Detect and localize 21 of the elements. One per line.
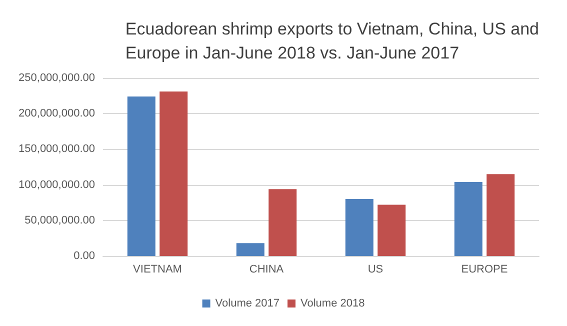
bar	[127, 96, 156, 256]
bar	[345, 199, 374, 256]
y-tick-label: 100,000,000.00	[18, 178, 95, 191]
x-tick-label: VIETNAM	[133, 264, 182, 276]
bar	[454, 182, 482, 256]
y-tick-label: 150,000,000.00	[18, 143, 95, 156]
bar	[378, 204, 406, 256]
x-tick-label: US	[368, 264, 384, 276]
y-tick-label: 0.00	[74, 250, 95, 262]
bar	[486, 174, 515, 256]
bar	[160, 92, 188, 256]
y-tick-label: 50,000,000.00	[24, 214, 95, 226]
bar	[236, 243, 264, 256]
chart-title: Ecuadorean shrimp exports to Vietnam, China, US and Europe in Jan-June 2018 vs. Jan-June 2017	[125, 20, 539, 62]
legend-label: Volume 2017	[215, 298, 280, 310]
legend-label: Volume 2018	[300, 298, 365, 310]
y-tick-label: 250,000,000.00	[18, 72, 95, 84]
bar	[268, 189, 297, 256]
x-tick-label: CHINA	[249, 264, 284, 276]
y-tick-label: 200,000,000.00	[18, 108, 95, 120]
x-tick-label: EUROPE	[461, 264, 508, 276]
